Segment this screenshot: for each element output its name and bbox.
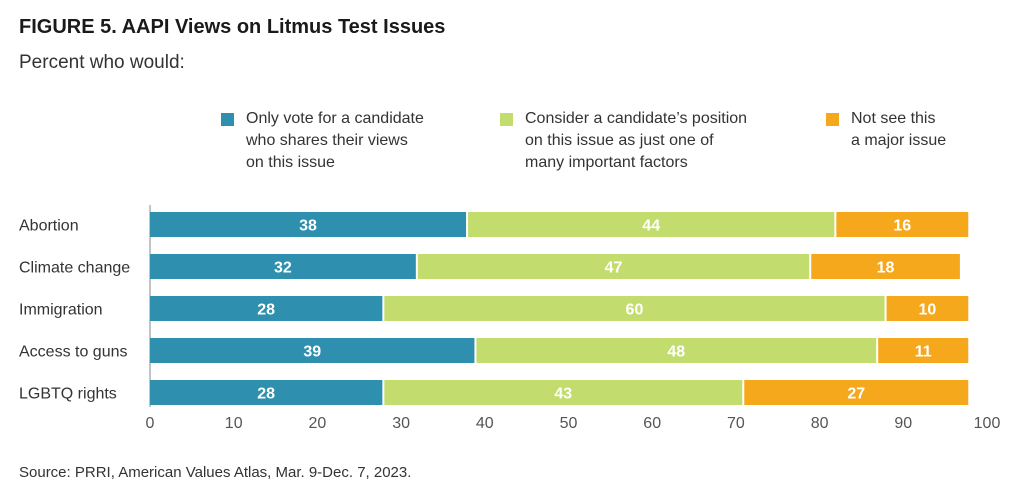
legend-item-not-major: Not see this a major issue <box>826 108 946 152</box>
x-tick-label-50: 50 <box>560 415 578 432</box>
data-label-lgbtq-rights-1: 43 <box>554 386 572 403</box>
x-tick-label-40: 40 <box>476 415 494 432</box>
source-note: Source: PRRI, American Values Atlas, Mar… <box>19 464 412 481</box>
bar-segment-lgbtq-rights-0 <box>150 380 383 405</box>
category-label-immigration: Immigration <box>19 302 103 319</box>
bar-segment-access-to-guns-2 <box>878 338 969 363</box>
legend-swatch-only-vote <box>221 113 234 126</box>
bar-segment-immigration-1 <box>384 296 885 321</box>
data-label-climate-change-1: 47 <box>605 260 623 277</box>
x-tick-label-80: 80 <box>811 415 829 432</box>
bar-segment-lgbtq-rights-1 <box>384 380 743 405</box>
data-label-abortion-1: 44 <box>642 218 660 235</box>
bar-segment-immigration-2 <box>886 296 969 321</box>
category-label-access-to-guns: Access to guns <box>19 344 128 361</box>
legend-item-only-vote: Only vote for a candidate who shares the… <box>221 108 424 174</box>
x-tick-label-60: 60 <box>643 415 661 432</box>
chart-title: FIGURE 5. AAPI Views on Litmus Test Issu… <box>19 16 446 38</box>
data-label-abortion-2: 16 <box>893 218 911 235</box>
legend-label-only-vote: Only vote for a candidate who shares the… <box>246 110 424 171</box>
bar-segment-access-to-guns-1 <box>476 338 877 363</box>
legend-swatch-not-major <box>826 113 839 126</box>
data-label-access-to-guns-1: 48 <box>667 344 685 361</box>
bar-segment-climate-change-1 <box>417 254 810 279</box>
chart-subtitle: Percent who would: <box>19 52 185 73</box>
legend-label-consider: Consider a candidate’s position on this … <box>525 110 748 171</box>
x-tick-label-90: 90 <box>894 415 912 432</box>
data-label-climate-change-2: 18 <box>877 260 895 277</box>
x-tick-label-20: 20 <box>309 415 327 432</box>
x-tick-label-0: 0 <box>146 415 155 432</box>
bar-segment-climate-change-0 <box>150 254 416 279</box>
data-label-immigration-1: 60 <box>626 302 644 319</box>
bar-segment-access-to-guns-0 <box>150 338 475 363</box>
x-tick-label-70: 70 <box>727 415 745 432</box>
data-label-lgbtq-rights-2: 27 <box>847 386 865 403</box>
category-label-climate-change: Climate change <box>19 260 130 277</box>
data-label-immigration-2: 10 <box>919 302 937 319</box>
data-label-immigration-0: 28 <box>257 302 275 319</box>
data-label-access-to-guns-0: 39 <box>303 344 321 361</box>
x-tick-label-10: 10 <box>225 415 243 432</box>
bar-segment-immigration-0 <box>150 296 383 321</box>
bar-segment-abortion-0 <box>150 212 467 237</box>
x-tick-label-100: 100 <box>974 415 1001 432</box>
bar-segment-abortion-1 <box>468 212 835 237</box>
category-label-abortion: Abortion <box>19 218 79 235</box>
bar-segment-lgbtq-rights-2 <box>744 380 969 405</box>
category-label-lgbtq-rights: LGBTQ rights <box>19 386 117 403</box>
bar-segment-abortion-2 <box>836 212 969 237</box>
data-label-access-to-guns-2: 11 <box>915 344 932 361</box>
legend-swatch-consider <box>500 113 513 126</box>
x-tick-label-30: 30 <box>392 415 410 432</box>
data-label-lgbtq-rights-0: 28 <box>257 386 275 403</box>
legend-label-not-major: Not see this a major issue <box>851 110 947 149</box>
bar-segment-climate-change-2 <box>811 254 960 279</box>
data-label-climate-change-0: 32 <box>274 260 292 277</box>
data-label-abortion-0: 38 <box>299 218 317 235</box>
legend-item-consider: Consider a candidate’s position on this … <box>500 108 747 174</box>
